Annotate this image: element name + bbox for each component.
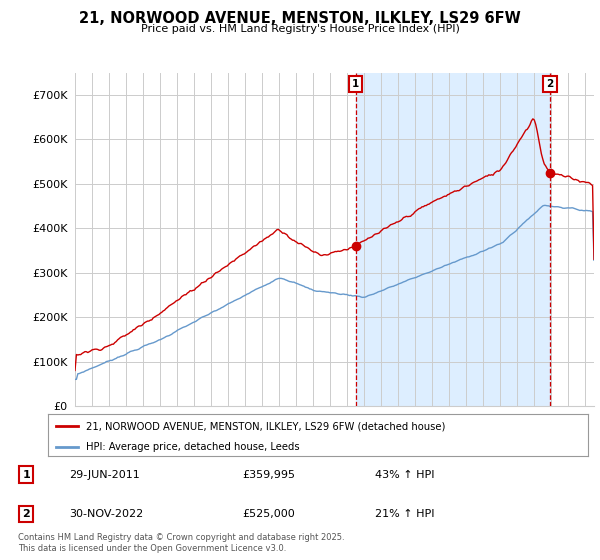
Text: 21, NORWOOD AVENUE, MENSTON, ILKLEY, LS29 6FW (detached house): 21, NORWOOD AVENUE, MENSTON, ILKLEY, LS2… bbox=[86, 421, 445, 431]
Text: 21% ↑ HPI: 21% ↑ HPI bbox=[375, 509, 434, 519]
Text: 1: 1 bbox=[352, 79, 359, 89]
Text: 2: 2 bbox=[23, 509, 30, 519]
Text: 2: 2 bbox=[547, 79, 554, 89]
Bar bbox=[356, 73, 550, 406]
Text: 29-JUN-2011: 29-JUN-2011 bbox=[70, 470, 140, 479]
Text: Price paid vs. HM Land Registry's House Price Index (HPI): Price paid vs. HM Land Registry's House … bbox=[140, 24, 460, 34]
Text: 30-NOV-2022: 30-NOV-2022 bbox=[70, 509, 144, 519]
Text: 1: 1 bbox=[23, 470, 30, 479]
Text: £359,995: £359,995 bbox=[242, 470, 295, 479]
Text: 43% ↑ HPI: 43% ↑ HPI bbox=[375, 470, 434, 479]
Text: 21, NORWOOD AVENUE, MENSTON, ILKLEY, LS29 6FW: 21, NORWOOD AVENUE, MENSTON, ILKLEY, LS2… bbox=[79, 11, 521, 26]
Text: Contains HM Land Registry data © Crown copyright and database right 2025.
This d: Contains HM Land Registry data © Crown c… bbox=[18, 533, 344, 553]
Text: £525,000: £525,000 bbox=[242, 509, 295, 519]
Text: HPI: Average price, detached house, Leeds: HPI: Average price, detached house, Leed… bbox=[86, 442, 299, 452]
